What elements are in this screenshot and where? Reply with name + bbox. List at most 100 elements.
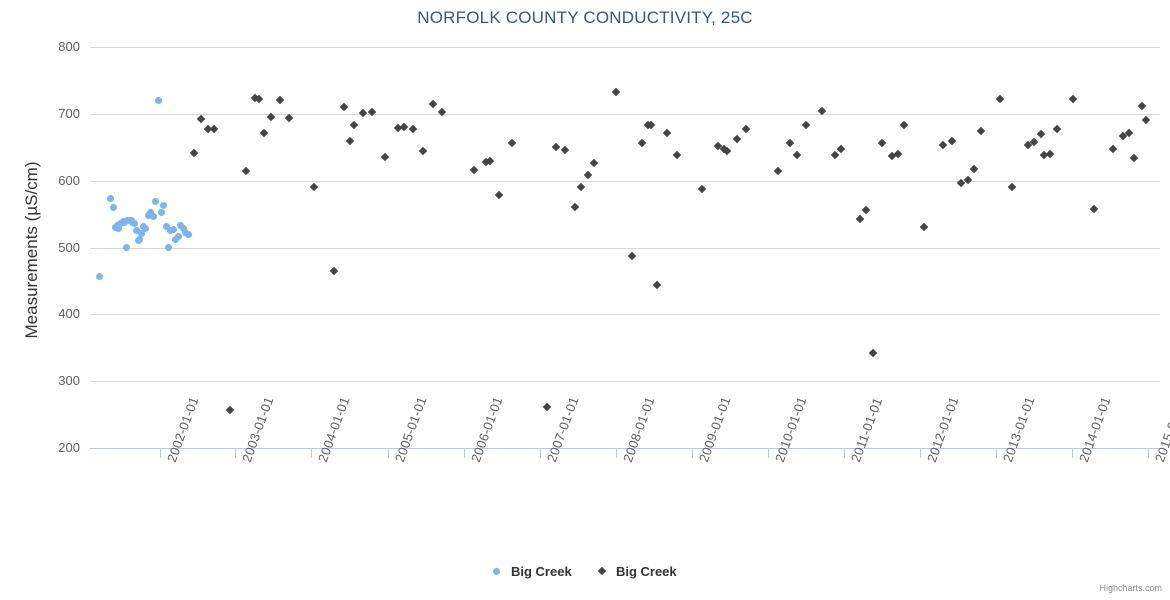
data-point[interactable] xyxy=(358,108,368,118)
data-point[interactable] xyxy=(786,138,795,148)
x-axis-tick xyxy=(1147,449,1149,458)
data-point[interactable] xyxy=(241,167,251,176)
data-point[interactable] xyxy=(122,244,130,251)
data-point[interactable] xyxy=(138,229,146,237)
y-axis-tick-label: 600 xyxy=(58,172,80,188)
data-point[interactable] xyxy=(542,402,552,411)
data-point[interactable] xyxy=(428,100,437,109)
data-point[interactable] xyxy=(345,136,355,146)
data-point[interactable] xyxy=(147,208,155,216)
data-point[interactable] xyxy=(399,122,409,132)
data-point[interactable] xyxy=(862,205,871,215)
data-point[interactable] xyxy=(1046,149,1055,159)
credits-link[interactable]: Highcharts.com xyxy=(1099,583,1162,593)
data-point[interactable] xyxy=(570,202,580,211)
gridline xyxy=(90,381,1160,383)
x-axis-tick xyxy=(691,449,693,458)
data-point[interactable] xyxy=(1090,205,1099,214)
data-point[interactable] xyxy=(637,138,646,147)
y-axis-tick-label: 500 xyxy=(58,239,80,255)
data-point[interactable] xyxy=(1052,124,1061,134)
data-point[interactable] xyxy=(697,184,707,193)
data-point[interactable] xyxy=(1109,145,1118,154)
data-point[interactable] xyxy=(919,223,928,232)
x-axis-tick xyxy=(539,449,541,458)
data-point[interactable] xyxy=(330,266,339,276)
data-point[interactable] xyxy=(1129,153,1138,163)
data-point[interactable] xyxy=(589,158,599,167)
data-point[interactable] xyxy=(1125,128,1134,137)
data-point[interactable] xyxy=(561,145,570,155)
data-point[interactable] xyxy=(155,96,163,104)
data-point[interactable] xyxy=(1137,101,1147,111)
data-point[interactable] xyxy=(662,128,672,137)
data-point[interactable] xyxy=(976,126,985,135)
data-point[interactable] xyxy=(900,120,909,130)
data-point[interactable] xyxy=(184,230,192,238)
data-point[interactable] xyxy=(110,203,118,211)
data-point[interactable] xyxy=(507,138,516,147)
data-point[interactable] xyxy=(938,140,947,150)
data-point[interactable] xyxy=(672,150,681,159)
data-point[interactable] xyxy=(196,114,206,124)
data-point[interactable] xyxy=(115,224,123,232)
data-point[interactable] xyxy=(339,102,349,112)
data-point[interactable] xyxy=(136,235,144,243)
data-point[interactable] xyxy=(149,213,157,221)
data-point[interactable] xyxy=(418,147,428,156)
data-point[interactable] xyxy=(152,197,160,205)
data-point[interactable] xyxy=(169,225,177,233)
data-point[interactable] xyxy=(576,182,586,191)
data-point[interactable] xyxy=(350,120,359,130)
data-point[interactable] xyxy=(174,232,182,240)
data-point[interactable] xyxy=(1007,183,1017,192)
data-point[interactable] xyxy=(469,165,479,175)
data-point[interactable] xyxy=(106,195,114,203)
data-point[interactable] xyxy=(877,138,887,147)
data-point[interactable] xyxy=(741,124,751,133)
legend-item-big-creek-circle[interactable]: Big Creek xyxy=(493,563,572,579)
data-point[interactable] xyxy=(254,94,264,104)
data-point[interactable] xyxy=(1036,129,1045,139)
legend-item-big-creek-diamond[interactable]: Big Creek xyxy=(598,563,677,579)
data-point[interactable] xyxy=(995,94,1004,104)
data-point[interactable] xyxy=(627,251,637,261)
data-point[interactable] xyxy=(1142,115,1151,125)
data-point[interactable] xyxy=(131,219,139,227)
data-point[interactable] xyxy=(142,224,150,232)
data-point[interactable] xyxy=(722,147,732,156)
data-point[interactable] xyxy=(773,167,783,176)
data-point[interactable] xyxy=(494,190,504,199)
data-point[interactable] xyxy=(260,128,269,138)
data-point[interactable] xyxy=(132,227,140,235)
data-point[interactable] xyxy=(160,201,168,209)
data-point[interactable] xyxy=(162,223,170,231)
data-point[interactable] xyxy=(189,149,199,158)
data-point[interactable] xyxy=(96,272,104,280)
data-point[interactable] xyxy=(612,87,621,97)
data-point[interactable] xyxy=(225,405,235,415)
data-point[interactable] xyxy=(732,134,741,143)
data-point[interactable] xyxy=(970,165,979,174)
data-point[interactable] xyxy=(836,144,846,153)
data-point[interactable] xyxy=(653,280,662,290)
data-point[interactable] xyxy=(801,120,811,130)
data-point[interactable] xyxy=(165,244,173,251)
legend-label: Big Creek xyxy=(510,563,572,579)
data-point[interactable] xyxy=(409,124,418,133)
data-point[interactable] xyxy=(157,209,165,217)
data-point[interactable] xyxy=(284,113,294,123)
x-axis-line xyxy=(90,448,1160,449)
data-point[interactable] xyxy=(209,124,219,134)
data-point[interactable] xyxy=(947,136,957,145)
data-point[interactable] xyxy=(1068,94,1077,104)
data-point[interactable] xyxy=(855,215,865,224)
data-point[interactable] xyxy=(309,183,318,192)
data-point[interactable] xyxy=(551,142,561,151)
data-point[interactable] xyxy=(380,153,390,162)
data-point[interactable] xyxy=(830,151,840,160)
data-point[interactable] xyxy=(276,95,285,105)
data-point[interactable] xyxy=(583,170,592,179)
data-point[interactable] xyxy=(868,348,877,358)
data-point[interactable] xyxy=(792,150,801,159)
